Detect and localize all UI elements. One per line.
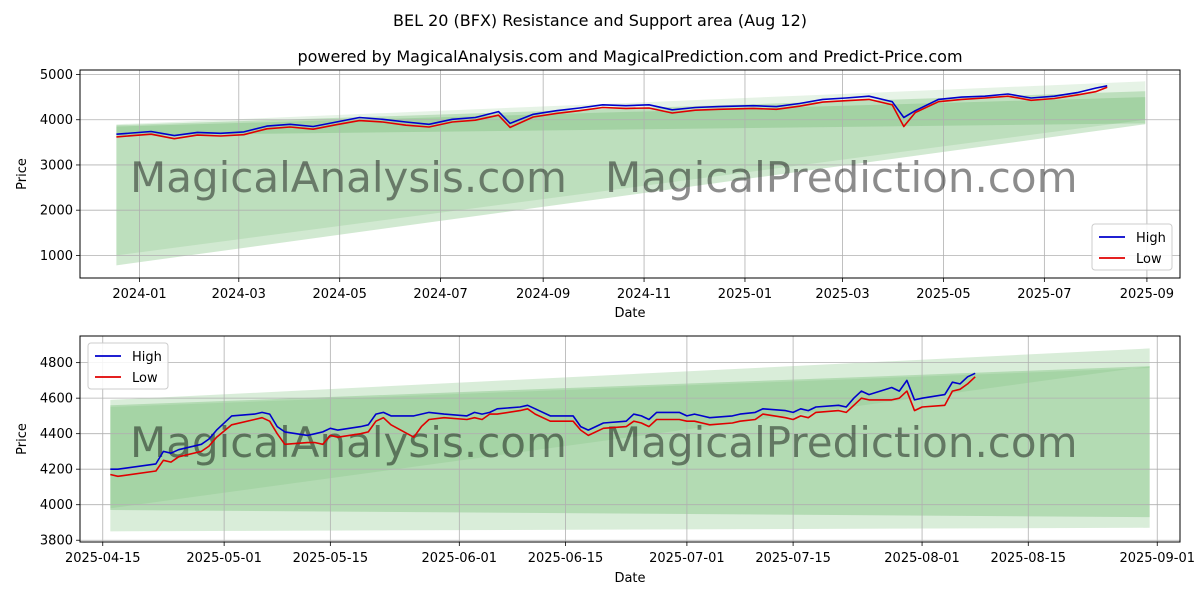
watermark: MagicalAnalysis.com — [130, 153, 567, 202]
chart-title: BEL 20 (BFX) Resistance and Support area… — [393, 11, 807, 30]
y-tick-label: 4400 — [40, 427, 73, 442]
series-line-low — [110, 376, 976, 478]
x-tick-label: 2025-04-15 — [65, 551, 141, 566]
x-axis-label: Date — [614, 306, 645, 321]
y-tick-label: 4800 — [40, 356, 73, 371]
x-axis-label: Date — [614, 571, 645, 586]
legend-label-low: Low — [132, 371, 158, 386]
support-resistance-band — [110, 366, 1150, 518]
x-tick-label: 2025-05-15 — [293, 551, 369, 566]
x-tick-label: 2025-08-15 — [990, 551, 1066, 566]
y-tick-label: 4200 — [40, 463, 73, 478]
x-tick-label: 2025-03 — [815, 287, 869, 302]
y-tick-label: 1000 — [40, 249, 73, 264]
x-tick-label: 2025-06-01 — [422, 551, 498, 566]
watermark: MagicalAnalysis.com — [130, 418, 567, 467]
x-tick-label: 2025-05-01 — [186, 551, 262, 566]
y-tick-label: 2000 — [40, 204, 73, 219]
series-line-high — [110, 372, 976, 470]
x-tick-label: 2025-05 — [916, 287, 970, 302]
watermark: MagicalPrediction.com — [605, 418, 1078, 467]
plot-frame — [79, 335, 1181, 543]
y-tick-label: 3800 — [40, 534, 73, 549]
x-tick-label: 2024-05 — [313, 287, 367, 302]
legend-label-low: Low — [1136, 252, 1162, 267]
x-tick-label: 2024-09 — [516, 287, 570, 302]
support-resistance-band — [116, 81, 1146, 256]
chart-subtitle: powered by MagicalAnalysis.com and Magic… — [297, 47, 962, 66]
legend-label-high: High — [132, 350, 162, 365]
support-resistance-band — [110, 348, 1150, 532]
y-tick-label: 4000 — [40, 113, 73, 128]
y-tick-label: 3000 — [40, 158, 73, 173]
x-tick-label: 2024-07 — [413, 287, 467, 302]
x-tick-label: 2024-03 — [212, 287, 266, 302]
y-axis-label: Price — [15, 423, 30, 455]
support-resistance-band — [110, 366, 1150, 509]
support-resistance-band — [116, 91, 1146, 266]
y-tick-label: 5000 — [40, 68, 73, 83]
series-line-low — [116, 86, 1108, 140]
x-tick-label: 2025-09-01 — [1119, 551, 1195, 566]
top-chart: 2024-01 2024-03 2024-05 2024-07 2024-09 2024-… — [15, 68, 1181, 321]
legend: High Low — [87, 342, 169, 390]
x-tick-label: 2025-06-15 — [528, 551, 604, 566]
x-tick-label: 2024-11 — [617, 287, 671, 302]
x-tick-label: 2025-07-01 — [649, 551, 725, 566]
x-tick-label: 2025-07-15 — [755, 551, 831, 566]
legend: High Low — [1091, 223, 1173, 271]
legend-label-high: High — [1136, 231, 1166, 246]
y-tick-label: 4600 — [40, 392, 73, 407]
x-tick-label: 2025-07 — [1017, 287, 1071, 302]
x-tick-label: 2025-09 — [1120, 287, 1174, 302]
plot-frame — [79, 69, 1181, 279]
x-tick-label: 2024-01 — [112, 287, 166, 302]
bottom-chart: 2025-04-15 2025-05-01 2025-05-15 2025-06-01… — [15, 335, 1195, 586]
x-tick-label: 2025-01 — [718, 287, 772, 302]
series-line-high — [116, 85, 1108, 137]
support-resistance-band — [116, 97, 1146, 136]
y-tick-label: 4000 — [40, 498, 73, 513]
x-tick-label: 2025-08-01 — [884, 551, 960, 566]
y-axis-label: Price — [15, 158, 30, 190]
watermark: MagicalPrediction.com — [605, 153, 1078, 202]
